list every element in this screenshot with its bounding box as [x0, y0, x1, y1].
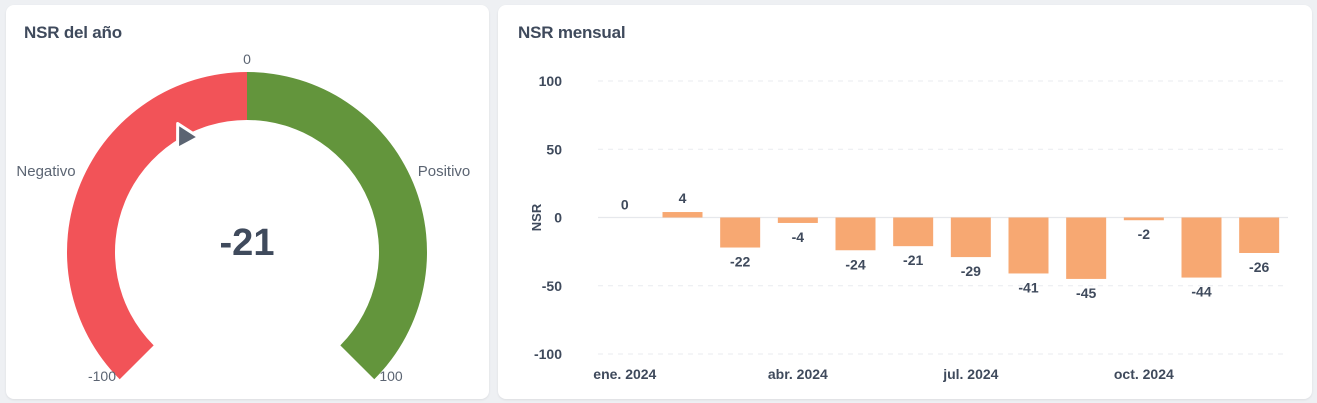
bar-data-label: -2 — [1138, 226, 1151, 242]
gauge-min-label: -100 — [88, 368, 116, 384]
bar-data-label: -29 — [961, 263, 981, 279]
bar-data-label: 0 — [621, 197, 629, 213]
gauge-negative-label: Negativo — [16, 163, 75, 180]
bar-data-label: 4 — [679, 190, 687, 206]
x-tick-label: jul. 2024 — [942, 366, 998, 382]
gauge-card-title: NSR del año — [24, 23, 122, 42]
bars-card: NSR mensual 100 50 0 -50 -100 NSR 0 4 -22 -4 -24… — [498, 5, 1312, 399]
bar — [950, 217, 991, 258]
gauge-card: NSR del año 0 Negativo Positivo -100 100… — [6, 5, 489, 399]
bar — [1239, 217, 1280, 253]
bar — [1066, 217, 1107, 279]
bar — [893, 217, 934, 247]
gauge-band-negative — [66, 72, 247, 380]
gauge-band-positive — [247, 72, 428, 380]
bar-data-label: -4 — [792, 229, 805, 245]
gauge-zero-label: 0 — [243, 51, 251, 67]
bar-data-label: -24 — [845, 256, 865, 272]
y-tick-label: -100 — [534, 346, 562, 362]
bar-data-label: -26 — [1249, 259, 1269, 275]
y-tick-label: 0 — [554, 210, 562, 226]
y-tick-label: 50 — [546, 141, 562, 157]
bar-data-label: -22 — [730, 254, 750, 270]
bar — [720, 217, 761, 248]
bar — [835, 217, 876, 251]
gauge-value: -21 — [220, 222, 275, 264]
y-axis-title: NSR — [529, 203, 544, 231]
bar-chart: 100 50 0 -50 -100 NSR 0 4 -22 -4 -24 -21 -29 -41 -45… — [529, 73, 1288, 382]
gauge-chart: 0 Negativo Positivo -100 100 -21 — [16, 51, 471, 384]
bar-data-label: -44 — [1191, 284, 1211, 300]
x-tick-label: oct. 2024 — [1114, 366, 1174, 382]
gauge-positive-label: Positivo — [418, 163, 471, 180]
bar — [662, 212, 703, 218]
y-tick-label: -50 — [542, 278, 562, 294]
bar — [1008, 217, 1049, 274]
bars-card-title: NSR mensual — [518, 23, 626, 42]
y-tick-label: 100 — [539, 73, 563, 89]
x-tick-label: ene. 2024 — [593, 366, 656, 382]
bar-data-label: -45 — [1076, 285, 1096, 301]
bar-data-label: -21 — [903, 252, 923, 268]
bar — [1181, 217, 1222, 278]
bar — [777, 217, 818, 223]
bar — [1123, 217, 1164, 221]
gauge-max-label: 100 — [379, 368, 403, 384]
x-tick-label: abr. 2024 — [768, 366, 828, 382]
gauge-pointer — [176, 122, 201, 151]
bar-data-label: -41 — [1018, 279, 1038, 295]
